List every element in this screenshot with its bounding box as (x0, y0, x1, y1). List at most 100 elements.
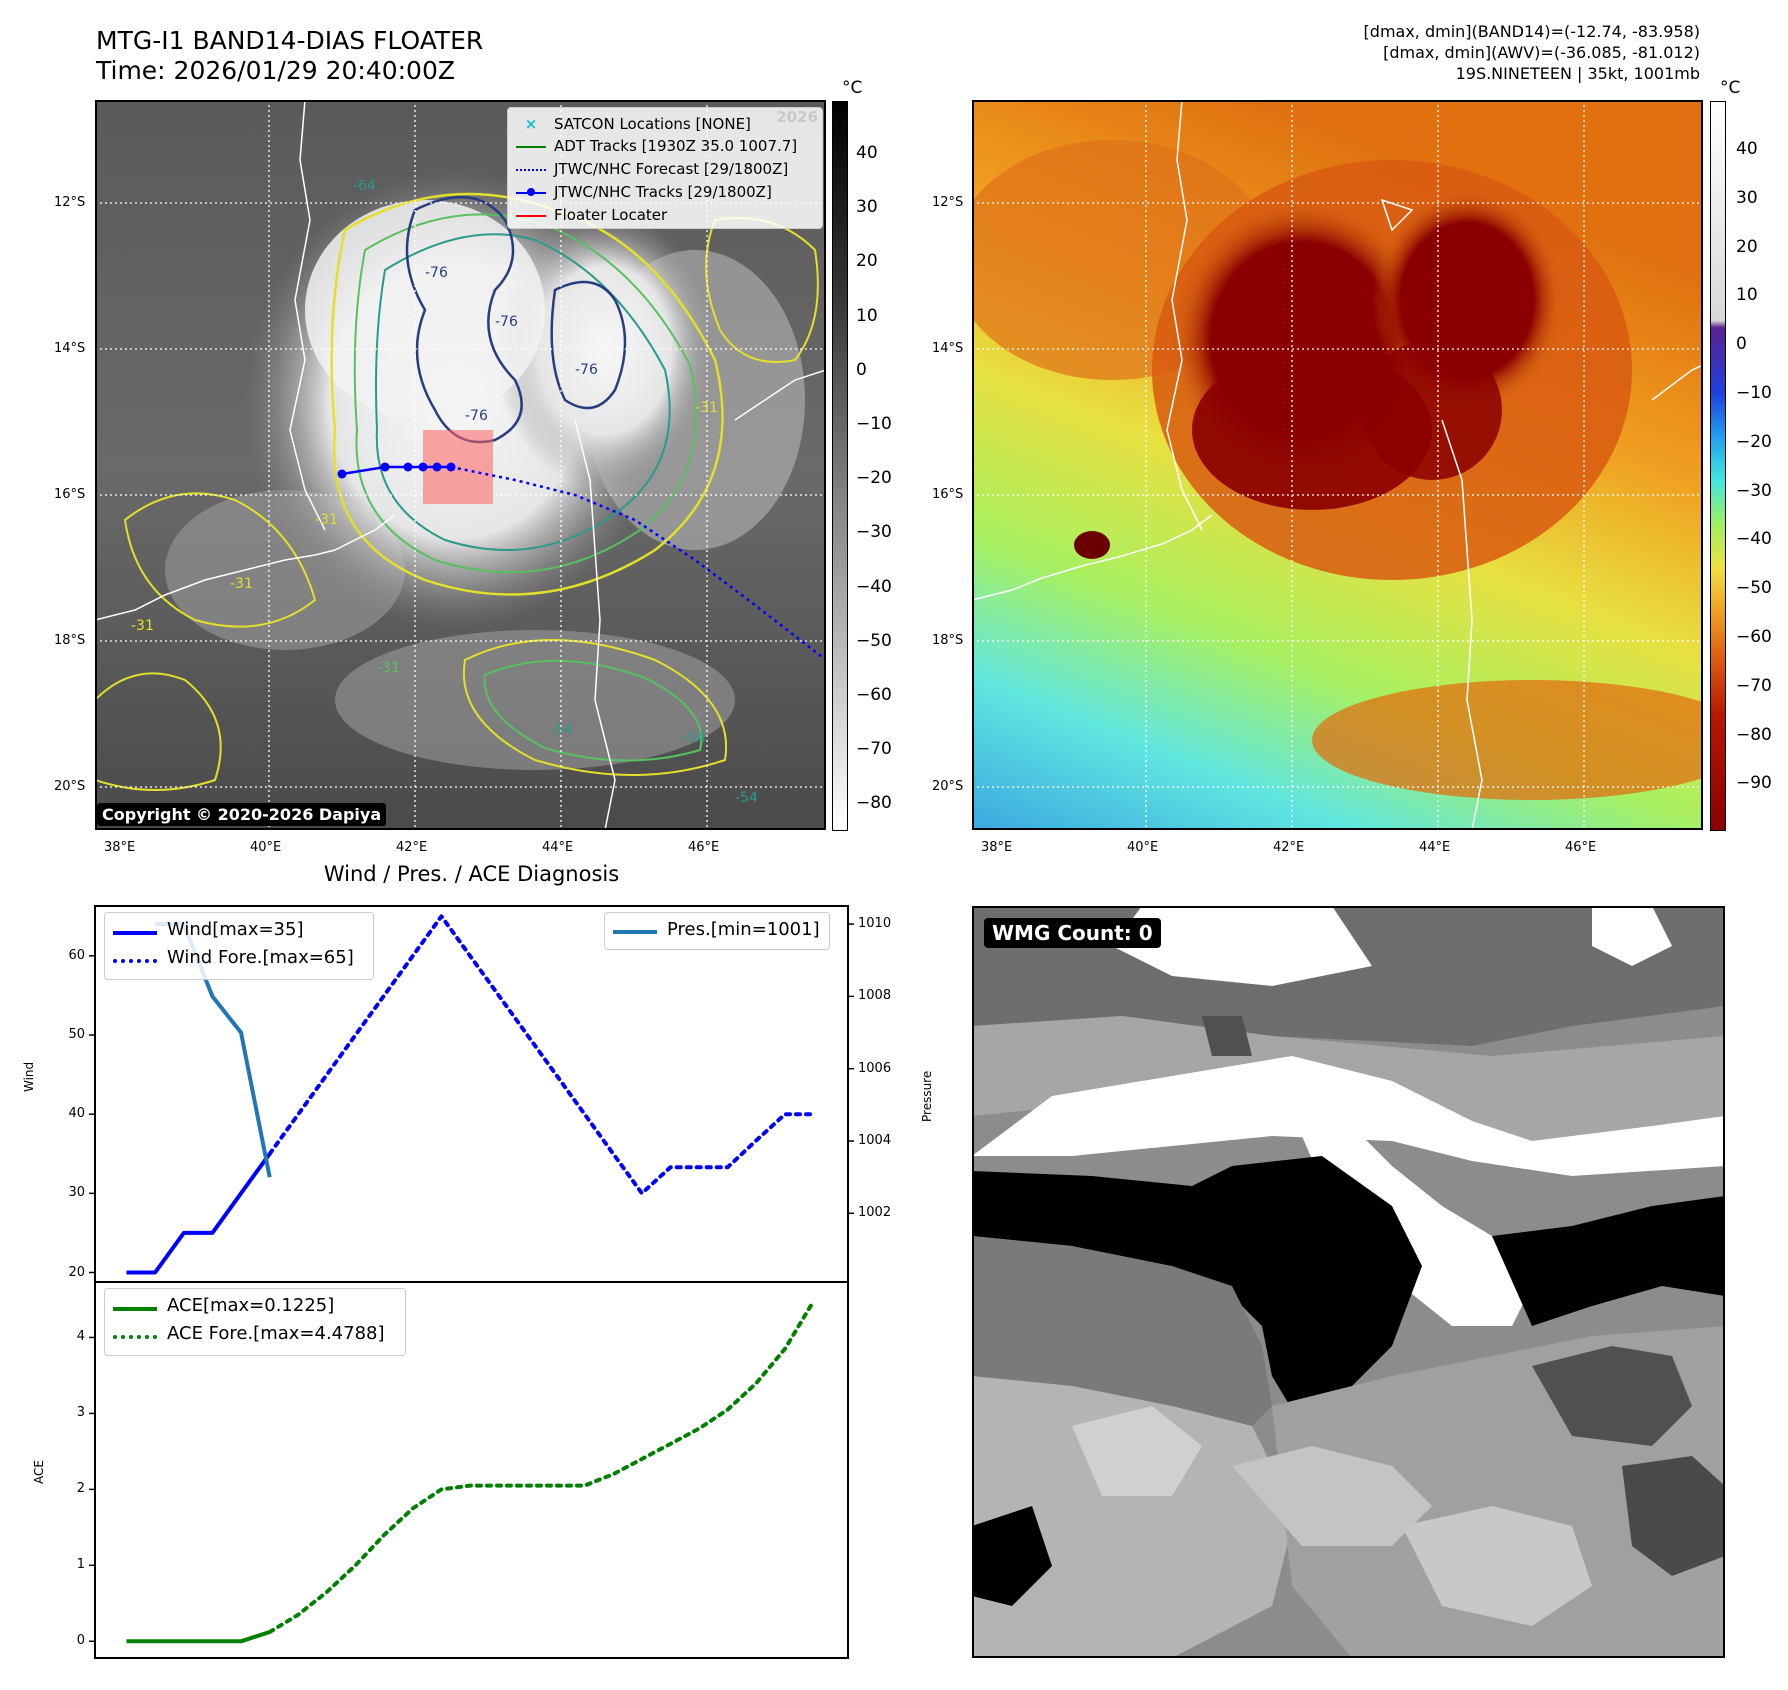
ir-colorbar-tick: −20 (856, 468, 892, 489)
lat-tick: 20°S (54, 779, 86, 794)
figure-time: Time: 2026/01/29 20:40:00Z (96, 56, 455, 85)
pressure-tick: 1002 (858, 1205, 892, 1221)
info-band14-range: [dmax, dmin](BAND14)=(-12.74, -83.958) (1363, 22, 1700, 41)
legend-wind-fore: Wind Fore.[max=65] (167, 947, 354, 968)
lon-tick: 44°E (542, 840, 574, 855)
contour-label: -76 (495, 314, 518, 330)
lat-tick: 14°S (932, 341, 964, 356)
contour-label: -76 (465, 408, 488, 424)
legend-ace-fore: ACE Fore.[max=4.4788] (167, 1323, 385, 1344)
legend-tracks: JTWC/NHC Tracks [29/1800Z] (554, 183, 772, 201)
legend-wind: Wind[max=35] (167, 919, 304, 940)
lat-tick: 16°S (932, 487, 964, 502)
contour-label: -76 (425, 265, 448, 281)
awv-colorbar-tick: −20 (1736, 431, 1772, 452)
awv-map-image (972, 100, 1703, 830)
forecast-track (450, 465, 826, 661)
lon-tick: 46°E (1565, 840, 1597, 855)
wmg-count-badge: WMG Count: 0 (984, 918, 1161, 948)
ir-colorbar-tick: −60 (856, 685, 892, 705)
copyright-badge: Copyright © 2020-2026 Dapiya (97, 803, 387, 826)
awv-colorbar-tick: −70 (1736, 675, 1772, 696)
map-legend: 2026 × SATCON Locations [NONE] ADT Track… (507, 107, 823, 229)
awv-colorbar-unit: °C (1720, 78, 1741, 98)
lon-tick: 42°E (396, 840, 428, 855)
wind-tick: 30 (68, 1185, 85, 1201)
lat-tick: 20°S (932, 779, 964, 794)
lat-tick: 16°S (54, 487, 86, 502)
contour-label: -31 (230, 576, 253, 592)
lat-tick: 14°S (54, 341, 86, 356)
ir-colorbar-tick: 30 (856, 197, 878, 218)
ace-line (126, 1630, 271, 1644)
awv-map-frame (972, 100, 1703, 830)
contour-label: -31 (377, 660, 400, 676)
lat-tick: 18°S (932, 633, 964, 648)
contour-label: -76 (575, 362, 598, 378)
pressure-tick: 1010 (858, 916, 892, 932)
pres-legend-line (613, 930, 657, 934)
adt-legend-line (516, 146, 546, 148)
lon-tick: 44°E (1419, 840, 1451, 855)
ace-legend-line (113, 1307, 157, 1311)
lon-tick: 46°E (688, 840, 720, 855)
contour-label: -54 (550, 722, 573, 738)
ir-colorbar-tick: 10 (856, 305, 878, 326)
lon-tick: 38°E (104, 840, 136, 855)
wind-axis-label: Wind (22, 1061, 36, 1092)
contour-label: -54 (683, 730, 706, 746)
awv-colorbar-tick: −30 (1736, 480, 1772, 501)
wind-legend-line (113, 931, 157, 935)
pressure-tick: 1006 (858, 1060, 892, 1076)
ir-colorbar-tick: −80 (856, 793, 892, 814)
diagnosis-title: Wind / Pres. / ACE Diagnosis (323, 862, 620, 886)
ace-tick: 1 (76, 1557, 85, 1573)
awv-colorbar (1710, 101, 1726, 831)
awv-colorbar-tick: −80 (1736, 724, 1772, 745)
wmg-image (972, 906, 1725, 1658)
ir-map-frame (95, 100, 826, 830)
contour-label: -31 (695, 400, 718, 416)
ace-axis-label: ACE (32, 1460, 46, 1484)
wind-tick: 20 (68, 1264, 85, 1280)
ir-map-panel: -64 -76 -76 -76 -31 -31 -31 -31 -54 -54 … (95, 100, 826, 830)
ir-colorbar-unit: °C (842, 78, 863, 98)
contour-label: -31 (131, 618, 154, 634)
awv-colorbar-tick: −50 (1736, 578, 1772, 599)
wmg-frame (972, 906, 1725, 1658)
ir-colorbar-tick: −70 (856, 739, 892, 760)
wind-tick: 60 (68, 947, 85, 963)
lat-tick: 12°S (932, 195, 964, 210)
ir-colorbar-tick: −50 (856, 630, 892, 651)
ir-colorbar-tick: 20 (856, 251, 878, 272)
ir-colorbar-tick: −40 (856, 576, 892, 597)
wmg-panel: WMG Count: 0 (972, 906, 1725, 1658)
ir-colorbar (832, 101, 848, 831)
contour-label: -54 (735, 790, 758, 806)
pressure-axis-label: Pressure (920, 1070, 934, 1122)
ace-tick: 2 (76, 1481, 85, 1497)
awv-colorbar-tick: −60 (1736, 627, 1772, 647)
awv-colorbar-tick: −40 (1736, 529, 1772, 550)
legend-forecast: JTWC/NHC Forecast [29/1800Z] (554, 160, 789, 178)
lon-tick: 38°E (981, 840, 1013, 855)
legend-floater: Floater Locater (554, 206, 668, 224)
ace-tick: 0 (76, 1633, 85, 1649)
wind-tick: 50 (68, 1027, 85, 1043)
info-awv-range: [dmax, dmin](AWV)=(-36.085, -81.012) (1383, 43, 1700, 62)
contour-label: -31 (315, 512, 338, 528)
figure-title: MTG-I1 BAND14-DIAS FLOATER (96, 26, 484, 55)
ace-tick: 4 (76, 1329, 85, 1345)
lat-tick: 12°S (54, 195, 86, 210)
lat-tick: 18°S (54, 633, 86, 648)
awv-colorbar-tick: −10 (1736, 383, 1772, 403)
ir-colorbar-tick: −30 (856, 522, 892, 543)
awv-colorbar-tick: −90 (1736, 773, 1772, 794)
awv-colorbar-tick: 10 (1736, 285, 1758, 306)
wind-tick: 40 (68, 1106, 85, 1122)
wind-legend: Wind[max=35] Wind Fore.[max=65] (104, 912, 374, 980)
legend-pres: Pres.[min=1001] (667, 919, 820, 940)
ir-colorbar-tick: 0 (856, 359, 867, 380)
pressure-tick: 1004 (858, 1133, 892, 1148)
legend-satcon: SATCON Locations [NONE] (554, 115, 751, 133)
